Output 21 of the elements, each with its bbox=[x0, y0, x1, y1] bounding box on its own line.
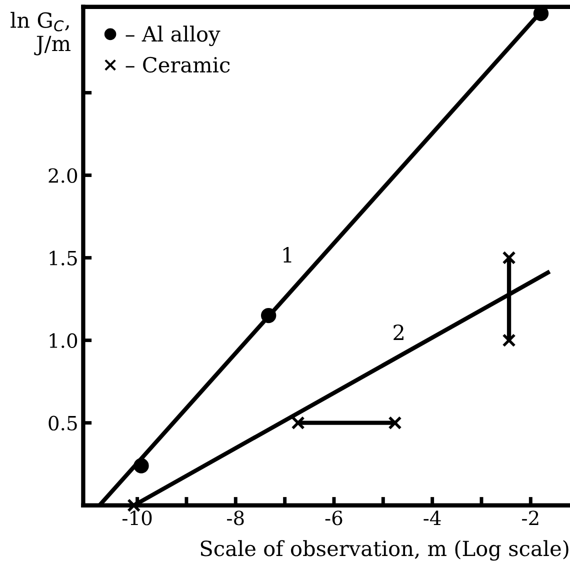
y-tick-label: 2.0 bbox=[48, 168, 78, 183]
point bbox=[388, 416, 402, 430]
y-axis-title: ln G$_{C}$, J/m bbox=[10, 12, 70, 56]
point bbox=[502, 251, 516, 265]
point bbox=[291, 416, 305, 430]
point bbox=[502, 334, 516, 348]
annotation: 2 bbox=[394, 324, 404, 340]
x-tick-label: -10 bbox=[122, 510, 152, 526]
legend-label: – Ceramic bbox=[126, 56, 230, 73]
y-tick-label: 1.0 bbox=[50, 333, 78, 348]
legend-label: – Al alloy bbox=[126, 26, 220, 46]
x-tick-label: -2 bbox=[522, 510, 538, 526]
point bbox=[134, 458, 149, 474]
annotation: 1 bbox=[283, 247, 292, 262]
y-tick-label: 0.5 bbox=[48, 416, 77, 431]
point bbox=[260, 308, 276, 324]
x-tick-label: -8 bbox=[227, 510, 244, 526]
x-tick-label: -6 bbox=[325, 510, 342, 526]
x-tick-label: -4 bbox=[424, 510, 441, 526]
y-tick-label: 1.5 bbox=[50, 250, 77, 266]
x-axis-title: Scale of observation, m (Log scale) bbox=[200, 540, 568, 561]
